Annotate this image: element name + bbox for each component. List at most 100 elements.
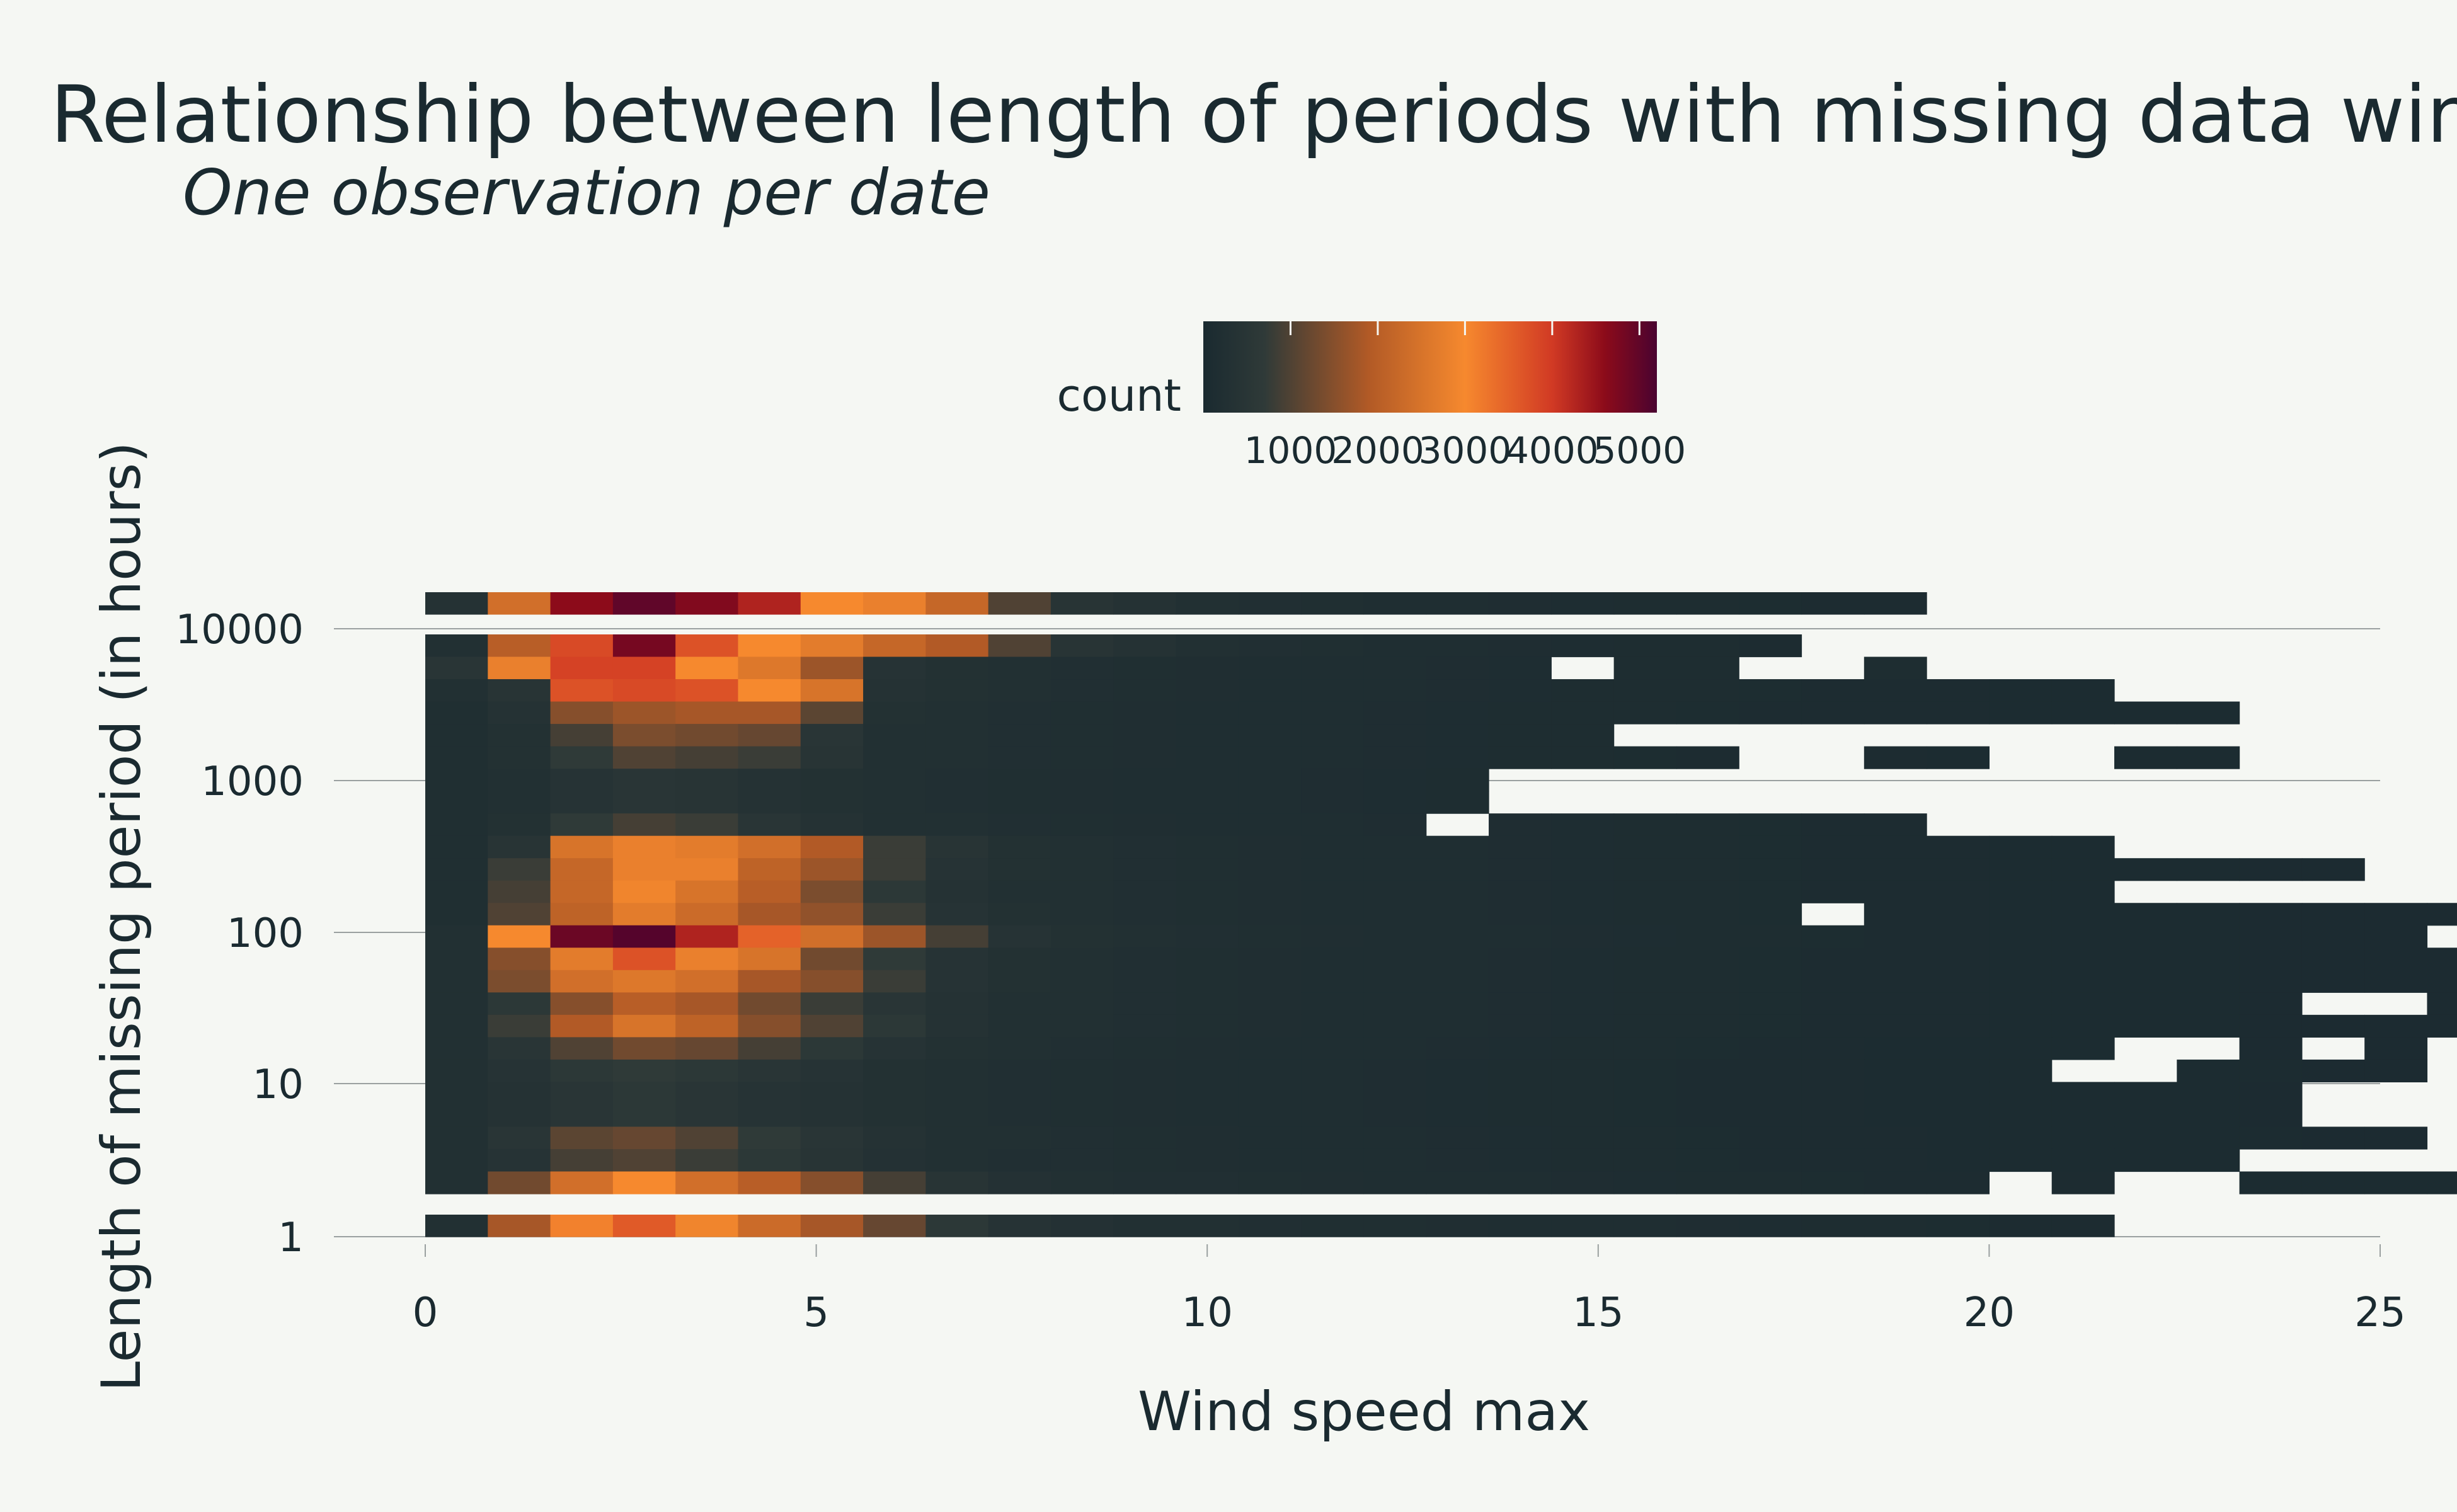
heatmap-cell [1864, 925, 1927, 948]
heatmap-cell [1113, 835, 1177, 859]
heatmap-cell [863, 679, 926, 702]
heatmap-cell [1426, 835, 1489, 859]
heatmap-cell [1238, 1014, 1302, 1038]
heatmap-cell [2239, 1037, 2303, 1060]
heatmap-cell [2301, 1126, 2365, 1150]
heatmap-cell [925, 970, 989, 993]
heatmap-cell [2114, 701, 2177, 724]
heatmap-cell [738, 903, 801, 926]
heatmap-cell [1363, 656, 1427, 680]
heatmap-cell [550, 858, 614, 881]
heatmap-cell [1551, 1037, 1615, 1060]
heatmap-cell [1426, 679, 1489, 702]
heatmap-cell [988, 746, 1051, 769]
heatmap-cell [1676, 903, 1739, 926]
heatmap-cell [800, 1059, 864, 1082]
heatmap-cell [1301, 1059, 1365, 1082]
heatmap-cell [1613, 701, 1677, 724]
heatmap-cell [1676, 1104, 1739, 1128]
heatmap-cell [1301, 835, 1365, 859]
heatmap-cell [1613, 1104, 1677, 1128]
heatmap-cell [1489, 1171, 1552, 1194]
heatmap-cell [488, 1215, 551, 1237]
heatmap-cell [988, 1171, 1051, 1194]
heatmap-cell [1050, 858, 1114, 881]
heatmap-cell [800, 813, 864, 837]
heatmap-cell [1551, 970, 1615, 993]
heatmap-cell [1301, 1082, 1365, 1105]
heatmap-cell [738, 1171, 801, 1194]
heatmap-cell [550, 880, 614, 903]
heatmap-cell [863, 903, 926, 926]
heatmap-cell [1426, 1215, 1489, 1237]
heatmap-cell [1676, 813, 1739, 837]
heatmap-cell [1426, 858, 1489, 881]
heatmap-cell [1363, 1014, 1427, 1038]
heatmap-cell [2364, 903, 2428, 926]
heatmap-cell [1050, 835, 1114, 859]
heatmap-cell [1301, 656, 1365, 680]
heatmap-cell [988, 1126, 1051, 1150]
heatmap-cell [2239, 1082, 2303, 1105]
heatmap-cell [1551, 634, 1615, 658]
heatmap-cell [2114, 1082, 2177, 1105]
heatmap-cell [488, 970, 551, 993]
heatmap-cell [925, 813, 989, 837]
heatmap-cell [2239, 1059, 2303, 1082]
heatmap-cell [738, 634, 801, 658]
heatmap-cell [1801, 1171, 1865, 1194]
heatmap-cell [988, 925, 1051, 948]
heatmap-cell [1301, 813, 1365, 837]
heatmap-cell [863, 701, 926, 724]
heatmap-cell [1301, 970, 1365, 993]
heatmap-cell [1238, 1082, 1302, 1105]
heatmap-cell [425, 1014, 488, 1038]
heatmap-cell [1050, 701, 1114, 724]
heatmap-cell [2114, 948, 2177, 971]
heatmap-cell [1426, 903, 1489, 926]
heatmap-cell [1864, 679, 1927, 702]
heatmap-cell [550, 1215, 614, 1237]
heatmap-cell [1363, 1171, 1427, 1194]
heatmap-cell [1551, 858, 1615, 881]
heatmap-cell [550, 724, 614, 747]
heatmap-cell [1739, 634, 1802, 658]
heatmap-cell [988, 1037, 1051, 1060]
heatmap-cell [863, 992, 926, 1016]
heatmap-cell [800, 1171, 864, 1194]
heatmap-cell [738, 679, 801, 702]
heatmap-cell [1238, 858, 1302, 881]
heatmap-cell [1551, 679, 1615, 702]
x-axis-title: Wind speed max [1138, 1380, 1590, 1443]
heatmap-cell [1363, 858, 1427, 881]
heatmap-cell [425, 791, 488, 814]
heatmap-cell [925, 791, 989, 814]
heatmap-cell [925, 701, 989, 724]
heatmap-cell [2301, 948, 2365, 971]
heatmap-cell [1739, 903, 1802, 926]
heatmap-cell [1301, 769, 1365, 792]
heatmap-cell [425, 992, 488, 1016]
heatmap-cell [1676, 1171, 1739, 1194]
heatmap-cell [1238, 813, 1302, 837]
heatmap-cell [1801, 1082, 1865, 1105]
heatmap-cell [1739, 701, 1802, 724]
heatmap-cell [1739, 925, 1802, 948]
heatmap-cell [1301, 903, 1365, 926]
heatmap-cell [1113, 746, 1177, 769]
heatmap-cell [800, 791, 864, 814]
heatmap-cell [425, 835, 488, 859]
heatmap-cell [1927, 701, 1990, 724]
heatmap-cell [425, 1171, 488, 1194]
heatmap-cell [2114, 970, 2177, 993]
heatmap-cell [800, 880, 864, 903]
heatmap-cell [1363, 592, 1427, 615]
heatmap-cell [1176, 858, 1239, 881]
heatmap-cell [612, 1104, 676, 1128]
heatmap-cell [425, 858, 488, 881]
heatmap-cell [1113, 858, 1177, 881]
heatmap-cell [1864, 1059, 1927, 1082]
heatmap-cell [800, 1126, 864, 1150]
heatmap-cell [1489, 679, 1552, 702]
heatmap-cell [1301, 992, 1365, 1016]
